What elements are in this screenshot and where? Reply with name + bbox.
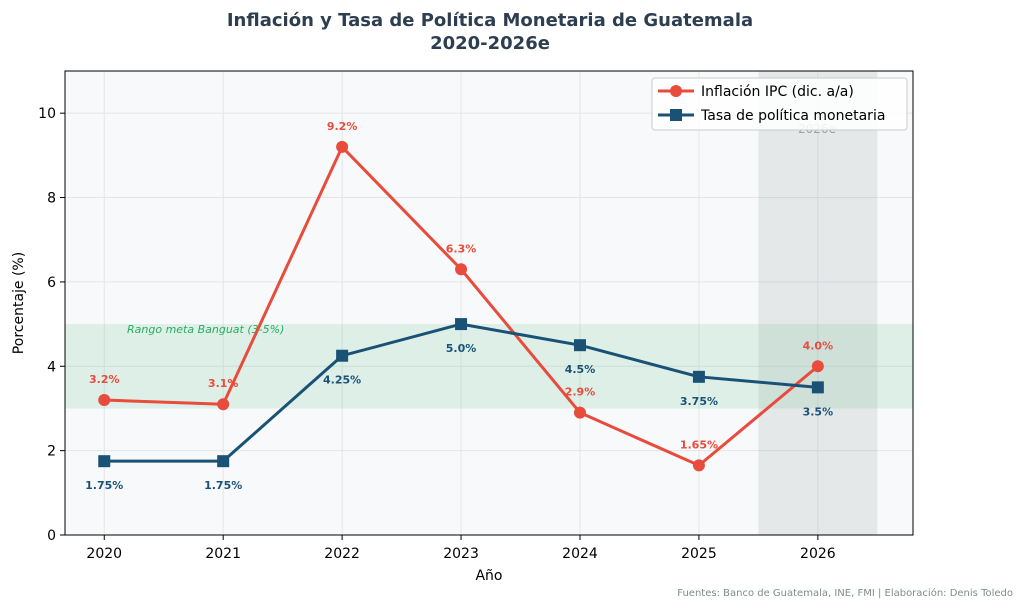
target-band-label: Rango meta Banguat (3-5%): [127, 323, 284, 336]
footer-source: Fuentes: Banco de Guatemala, INE, FMI | …: [677, 587, 1013, 599]
x-tick-label: 2024: [562, 546, 598, 562]
data-label: 6.3%: [446, 242, 477, 255]
data-label: 1.65%: [680, 438, 718, 451]
data-label: 3.5%: [803, 405, 834, 418]
regions: [65, 71, 913, 535]
series-layer: 3.2% 3.1% 9.2% 6.3% 2.9% 1.65% 4.0% 1.75% 1.75% 4…: [85, 120, 833, 492]
y-tick-label: 2: [47, 444, 56, 460]
data-label: 4.5%: [565, 363, 596, 376]
y-tick-label: 4: [47, 359, 56, 375]
y-axis-label: Porcentaje (%): [11, 252, 27, 354]
chart-subtitle: 2020-2026e: [430, 33, 550, 54]
x-tick-label: 2023: [443, 546, 479, 562]
data-point-square: [98, 455, 111, 468]
y-tick-label: 6: [47, 275, 56, 291]
data-label: 1.75%: [204, 479, 242, 492]
data-label: 3.1%: [208, 377, 239, 390]
data-point-square: [336, 349, 349, 362]
data-point-circle: [336, 140, 349, 153]
x-tick-label: 2020: [86, 546, 122, 562]
data-point-square: [217, 455, 230, 468]
data-point-square: [573, 339, 586, 352]
data-label: 3.2%: [89, 373, 120, 386]
chart-title: Inflación y Tasa de Política Monetaria d…: [227, 10, 753, 31]
x-axis-label: Año: [475, 568, 502, 584]
data-point-circle: [98, 394, 111, 407]
target-band: [65, 324, 913, 409]
data-label: 5.0%: [446, 342, 477, 355]
data-label: 4.25%: [323, 374, 361, 387]
data-point-square: [692, 370, 705, 383]
y-tick-label: 10: [38, 106, 56, 122]
data-label: 1.75%: [85, 479, 123, 492]
data-point-circle: [811, 360, 824, 373]
data-point-circle: [692, 459, 705, 472]
x-tick-label: 2026: [800, 546, 836, 562]
y-tick-label: 0: [47, 528, 56, 544]
data-label: 9.2%: [327, 120, 358, 133]
x-tick-label: 2021: [205, 546, 241, 562]
estimate-region: [758, 71, 878, 535]
data-point-circle: [573, 406, 586, 419]
data-point-circle: [217, 398, 230, 411]
x-tick-label: 2025: [681, 546, 717, 562]
x-tick-label: 2022: [324, 546, 360, 562]
legend: Inflación IPC (dic. a/a) Tasa de polític…: [651, 77, 908, 131]
data-point-square: [811, 381, 824, 394]
legend-circle-marker: [670, 85, 682, 97]
plot-frame: [64, 70, 914, 536]
legend-square-marker: [670, 109, 682, 121]
legend-label-policy-rate: Tasa de política monetaria: [700, 108, 885, 124]
data-label: 2.9%: [565, 386, 596, 399]
y-tick-label: 8: [47, 191, 56, 207]
data-label: 4.0%: [803, 339, 834, 352]
ticks: 2020 2021 2022 2023 2024 2025 2026 0 2 4 6 8 10: [38, 106, 836, 562]
data-point-square: [455, 318, 468, 331]
data-label: 3.75%: [680, 395, 718, 408]
data-point-circle: [455, 263, 468, 276]
legend-label-inflation: Inflación IPC (dic. a/a): [701, 84, 854, 100]
